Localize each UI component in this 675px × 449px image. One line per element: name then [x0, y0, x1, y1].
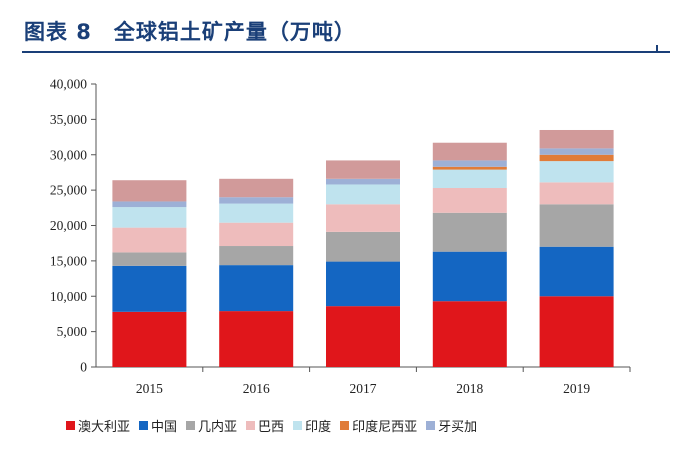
- legend-label: 巴西: [258, 420, 285, 435]
- bar-segment: [112, 252, 187, 266]
- bar-segment: [539, 129, 614, 149]
- bar-segment: [432, 301, 507, 367]
- bar-segment: [432, 160, 507, 167]
- x-tick-label: 2019: [563, 381, 590, 396]
- bar-segment: [326, 231, 400, 262]
- bar-segment: [432, 251, 507, 302]
- bar-segment: [112, 201, 187, 208]
- bar-segment: [112, 227, 187, 253]
- y-tick-label: 25,000: [50, 183, 87, 198]
- bar-segment: [539, 204, 614, 247]
- legend-swatch: [246, 421, 256, 430]
- bar-segment: [326, 204, 400, 232]
- bar-segment: [432, 188, 507, 213]
- bar-segment: [326, 306, 400, 367]
- bar-segment: [432, 142, 507, 161]
- bar-segment: [326, 178, 400, 185]
- legend-item: 巴西: [246, 416, 284, 435]
- bar-segment: [539, 246, 614, 297]
- bar-segment: [112, 265, 187, 312]
- x-tick-label: 2015: [136, 381, 163, 396]
- legend-item: 印度: [293, 416, 331, 435]
- bar-segment: [432, 166, 507, 170]
- bar-segment: [432, 169, 507, 189]
- chart-svg: 0 5,000 10,000 15,000 20,000 25,000 30,000 35,0…: [50, 77, 631, 396]
- y-tick-label: 5,000: [57, 324, 88, 339]
- bar-segment: [432, 212, 507, 252]
- legend-swatch: [340, 421, 350, 430]
- bar-segment: [326, 160, 400, 179]
- legend-item: 中国: [139, 416, 177, 435]
- title-underline-tick: [656, 45, 658, 52]
- bar-segment: [539, 296, 614, 367]
- legend-swatch: [426, 421, 436, 430]
- bar-segment: [112, 207, 187, 228]
- legend-item: 澳大利亚: [66, 416, 130, 435]
- bar-segment: [219, 265, 294, 312]
- legend-swatch: [293, 421, 303, 430]
- y-tick-label: 0: [80, 360, 87, 375]
- bar-segment: [539, 148, 614, 155]
- bar-segment: [539, 182, 614, 205]
- bar-segment: [219, 197, 294, 204]
- bar-segment: [539, 154, 614, 162]
- bar-segment: [219, 222, 294, 247]
- title-underline: [22, 51, 670, 53]
- legend-swatch: [186, 421, 196, 430]
- x-tick-label: 2017: [350, 381, 377, 396]
- bar-segment: [326, 261, 400, 307]
- legend-label: 中国: [151, 420, 178, 435]
- legend-swatch: [139, 421, 149, 430]
- legend-swatch: [66, 421, 75, 430]
- bar-segment: [219, 203, 294, 223]
- legend-item: 印度尼西亚: [340, 416, 417, 435]
- x-tick-label: 2018: [456, 381, 483, 396]
- legend-label: 印度尼西亚: [352, 420, 418, 435]
- bar-segment: [539, 161, 614, 183]
- chart-legend: 澳大利亚 中国 几内亚 巴西 印度 印度尼西亚 牙买加: [66, 416, 477, 435]
- bar-segment: [112, 311, 187, 367]
- legend-item: 几内亚: [186, 416, 237, 435]
- legend-label: 澳大利亚: [78, 420, 131, 435]
- x-tick-label: 2016: [243, 381, 270, 396]
- chart-title: 图表 8 全球铝土矿产量（万吨）: [24, 20, 356, 44]
- y-tick-label: 10,000: [50, 289, 87, 304]
- bar-segment: [219, 311, 294, 367]
- y-tick-label: 30,000: [50, 147, 87, 162]
- legend-label: 几内亚: [198, 420, 238, 435]
- legend-label: 牙买加: [438, 420, 478, 435]
- y-tick-label: 15,000: [50, 253, 87, 268]
- bar-segment: [219, 178, 294, 198]
- y-tick-label: 35,000: [50, 112, 87, 127]
- bar-segment: [219, 246, 294, 266]
- legend-label: 印度: [305, 420, 332, 435]
- y-tick-label: 20,000: [50, 218, 87, 233]
- bar-segment: [112, 180, 187, 202]
- legend-item: 牙买加: [426, 416, 477, 435]
- y-tick-label: 40,000: [50, 77, 87, 92]
- bar-segment: [326, 184, 400, 205]
